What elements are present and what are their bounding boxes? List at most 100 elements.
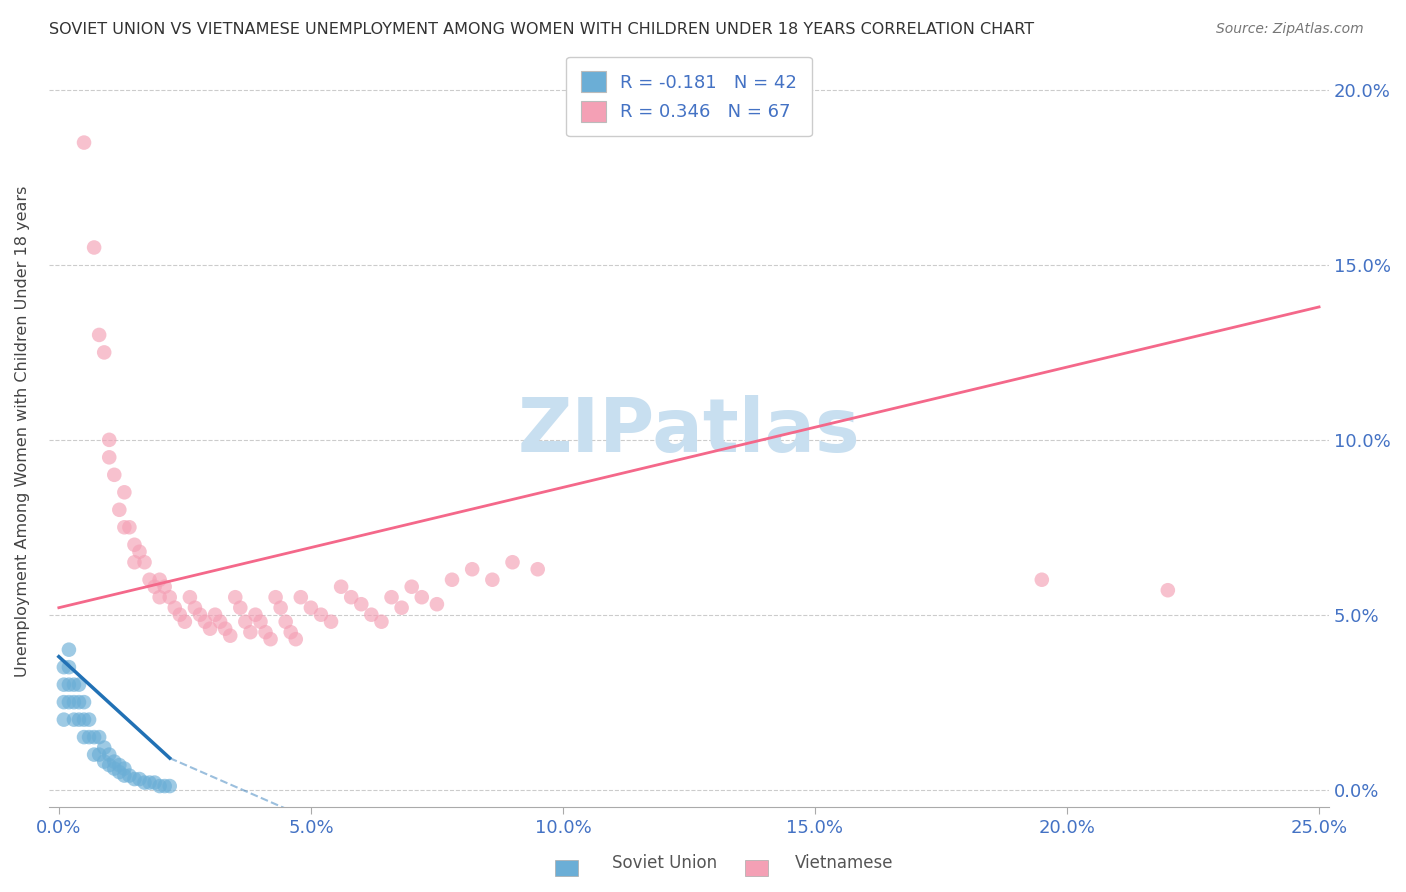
Point	[149, 591, 172, 605]
Point	[112, 768, 135, 782]
Point	[83, 747, 105, 762]
Point	[89, 327, 111, 342]
Point	[124, 772, 146, 786]
Point	[198, 622, 221, 636]
Point	[93, 755, 115, 769]
Point	[461, 562, 484, 576]
Point	[224, 591, 246, 605]
Point	[77, 713, 100, 727]
Text: Vietnamese: Vietnamese	[794, 855, 893, 872]
Point	[184, 600, 207, 615]
Point	[83, 240, 105, 254]
Point	[188, 607, 211, 622]
Point	[83, 730, 105, 744]
Point	[58, 660, 80, 674]
Point	[112, 520, 135, 534]
Point	[143, 580, 166, 594]
Point	[89, 730, 111, 744]
Point	[284, 632, 307, 647]
Point	[108, 503, 131, 517]
Point	[89, 747, 111, 762]
Point	[73, 730, 96, 744]
Point	[401, 580, 423, 594]
Point	[58, 642, 80, 657]
Point	[259, 632, 281, 647]
Point	[245, 607, 267, 622]
Point	[159, 779, 181, 793]
Point	[124, 538, 146, 552]
Point	[391, 600, 413, 615]
Point	[340, 591, 363, 605]
Point	[108, 765, 131, 780]
Point	[229, 600, 252, 615]
Point	[124, 555, 146, 569]
Point	[103, 762, 125, 776]
Point	[264, 591, 287, 605]
Point	[319, 615, 342, 629]
Point	[239, 625, 262, 640]
Point	[163, 600, 186, 615]
Point	[73, 136, 96, 150]
Text: Source: ZipAtlas.com: Source: ZipAtlas.com	[1216, 22, 1364, 37]
Point	[360, 607, 382, 622]
Point	[98, 433, 121, 447]
Point	[481, 573, 503, 587]
Point	[58, 678, 80, 692]
Point	[209, 615, 232, 629]
Point	[52, 678, 75, 692]
Point	[52, 660, 75, 674]
Point	[98, 450, 121, 465]
Point	[309, 607, 332, 622]
Point	[426, 597, 449, 611]
Point	[112, 485, 135, 500]
Point	[73, 713, 96, 727]
Point	[249, 615, 271, 629]
Point	[270, 600, 292, 615]
Point	[194, 615, 217, 629]
Point	[108, 758, 131, 772]
Text: ZIPatlas: ZIPatlas	[517, 394, 860, 467]
Point	[280, 625, 302, 640]
Point	[274, 615, 297, 629]
Point	[380, 591, 402, 605]
Point	[219, 629, 242, 643]
Point	[134, 555, 156, 569]
Point	[350, 597, 373, 611]
Point	[52, 713, 75, 727]
Point	[149, 779, 172, 793]
Point	[1157, 583, 1180, 598]
Text: Soviet Union: Soviet Union	[612, 855, 717, 872]
Text: SOVIET UNION VS VIETNAMESE UNEMPLOYMENT AMONG WOMEN WITH CHILDREN UNDER 18 YEARS: SOVIET UNION VS VIETNAMESE UNEMPLOYMENT …	[49, 22, 1035, 37]
Point	[138, 775, 160, 789]
Point	[440, 573, 463, 587]
Point	[93, 345, 115, 359]
Point	[118, 768, 141, 782]
Point	[370, 615, 392, 629]
Point	[118, 520, 141, 534]
Point	[502, 555, 524, 569]
Point	[93, 740, 115, 755]
Point	[214, 622, 236, 636]
Point	[103, 467, 125, 482]
Point	[63, 713, 86, 727]
Point	[67, 713, 90, 727]
Point	[77, 730, 100, 744]
Point	[411, 591, 433, 605]
Point	[143, 775, 166, 789]
Point	[63, 695, 86, 709]
Y-axis label: Unemployment Among Women with Children Under 18 years: Unemployment Among Women with Children U…	[15, 186, 30, 677]
Point	[98, 747, 121, 762]
Point	[103, 755, 125, 769]
Point	[149, 573, 172, 587]
Point	[179, 591, 201, 605]
Point	[73, 695, 96, 709]
Point	[138, 573, 160, 587]
Point	[153, 779, 176, 793]
Point	[67, 695, 90, 709]
Point	[173, 615, 195, 629]
Point	[233, 615, 256, 629]
Point	[58, 695, 80, 709]
Point	[134, 775, 156, 789]
Point	[254, 625, 277, 640]
Point	[128, 545, 150, 559]
